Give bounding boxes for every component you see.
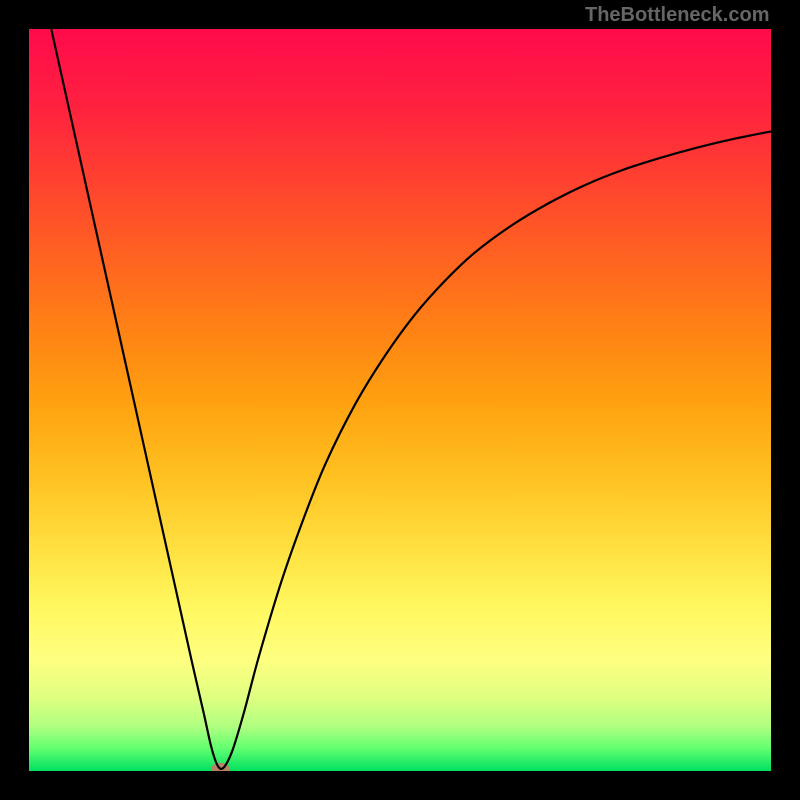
watermark-text: TheBottleneck.com	[585, 4, 769, 27]
chart-svg	[29, 29, 771, 771]
plot-area	[29, 29, 771, 771]
chart-container: TheBottleneck.com	[0, 0, 800, 800]
gradient-background	[29, 29, 771, 771]
